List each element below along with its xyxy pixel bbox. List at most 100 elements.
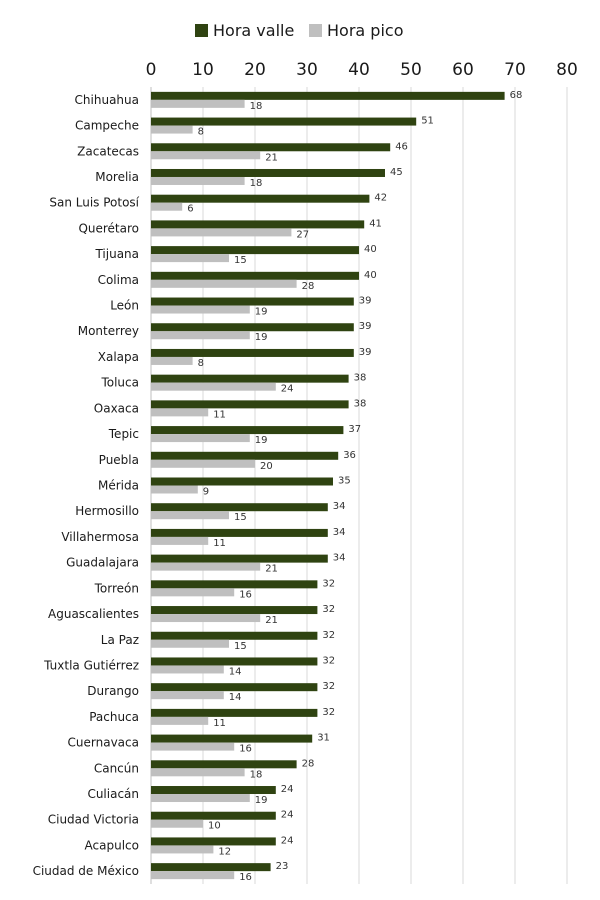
data-label-hora-pico: 19 bbox=[255, 435, 268, 446]
data-label-hora-pico: 28 bbox=[302, 281, 315, 292]
x-axis-ticks: 0 10 20 30 40 50 60 70 80 bbox=[146, 60, 578, 80]
bar-hora-valle bbox=[151, 708, 318, 717]
category-label: Ciudad Victoria bbox=[48, 813, 139, 827]
data-label-hora-pico: 18 bbox=[250, 101, 263, 112]
data-label-hora-pico: 14 bbox=[229, 692, 242, 703]
category-label: Puebla bbox=[99, 453, 139, 467]
category-label: Zacatecas bbox=[77, 144, 139, 158]
category-label: Chihuahua bbox=[75, 93, 139, 107]
category-label: Mérida bbox=[98, 479, 139, 493]
bar-hora-pico bbox=[151, 485, 198, 494]
category-label: Tepic bbox=[108, 427, 139, 441]
bar-hora-valle bbox=[151, 143, 391, 152]
bar-hora-valle bbox=[151, 426, 344, 435]
data-label-hora-valle: 38 bbox=[354, 398, 367, 409]
bar-hora-pico bbox=[151, 305, 250, 314]
bar-hora-valle bbox=[151, 503, 328, 512]
category-label: Colima bbox=[98, 273, 139, 287]
data-label-hora-pico: 16 bbox=[239, 872, 252, 883]
data-label-hora-valle: 32 bbox=[322, 630, 335, 641]
legend-swatch-hora-pico bbox=[309, 24, 322, 37]
data-label-hora-valle: 23 bbox=[276, 861, 289, 872]
bar-hora-valle bbox=[151, 786, 276, 795]
gridlines bbox=[150, 87, 568, 884]
bar-hora-pico bbox=[151, 202, 183, 211]
data-label-hora-valle: 34 bbox=[333, 501, 346, 512]
data-label-hora-valle: 45 bbox=[390, 167, 403, 178]
data-label-hora-valle: 35 bbox=[338, 476, 351, 487]
bar-hora-pico bbox=[151, 99, 245, 108]
category-label: Culiacán bbox=[87, 787, 139, 801]
bar-hora-pico bbox=[151, 511, 229, 520]
data-label-hora-valle: 32 bbox=[322, 604, 335, 615]
bar-hora-pico bbox=[151, 562, 261, 571]
bar-hora-pico bbox=[151, 716, 209, 725]
data-label-hora-pico: 15 bbox=[234, 255, 247, 266]
data-label-hora-pico: 19 bbox=[255, 795, 268, 806]
bar-hora-pico bbox=[151, 331, 250, 340]
y-axis-categories: Chihuahua Campeche Zacatecas Morelia San Lui… bbox=[33, 93, 140, 878]
bar-hora-pico bbox=[151, 768, 245, 777]
data-label-hora-valle: 32 bbox=[322, 707, 335, 718]
x-tick-label: 50 bbox=[400, 60, 422, 80]
data-label-hora-pico: 24 bbox=[281, 384, 294, 395]
data-label-hora-pico: 8 bbox=[198, 127, 204, 138]
category-label: Querétaro bbox=[78, 221, 139, 235]
data-label-hora-valle: 34 bbox=[333, 553, 346, 564]
bar-hora-pico bbox=[151, 151, 261, 160]
data-label-hora-valle: 51 bbox=[421, 116, 434, 127]
bar-hora-valle bbox=[151, 631, 318, 640]
bar-hora-pico bbox=[151, 691, 224, 700]
data-label-hora-valle: 42 bbox=[374, 193, 387, 204]
data-label-hora-pico: 21 bbox=[265, 152, 278, 163]
bar-hora-pico bbox=[151, 382, 276, 391]
bar-hora-pico bbox=[151, 871, 235, 880]
data-label-hora-pico: 19 bbox=[255, 307, 268, 318]
bar-hora-pico bbox=[151, 279, 297, 288]
data-label-hora-pico: 21 bbox=[265, 564, 278, 575]
bar-hora-valle bbox=[151, 91, 505, 100]
x-tick-label: 40 bbox=[348, 60, 370, 80]
data-label-hora-pico: 18 bbox=[250, 769, 263, 780]
data-label-hora-valle: 36 bbox=[343, 450, 356, 461]
bar-hora-pico bbox=[151, 176, 245, 185]
bar-hora-valle bbox=[151, 477, 333, 486]
data-label-hora-pico: 11 bbox=[213, 538, 226, 549]
data-label-hora-valle: 40 bbox=[364, 270, 377, 281]
x-tick-label: 20 bbox=[244, 60, 266, 80]
bar-hora-valle bbox=[151, 837, 276, 846]
category-label: Cuernavaca bbox=[68, 736, 139, 750]
category-label: Ciudad de México bbox=[33, 864, 139, 878]
x-tick-label: 10 bbox=[192, 60, 214, 80]
category-label: Toluca bbox=[100, 376, 139, 390]
bar-hora-valle bbox=[151, 760, 297, 769]
category-label: Campeche bbox=[75, 119, 139, 133]
data-label-hora-valle: 39 bbox=[359, 296, 372, 307]
data-label-hora-valle: 24 bbox=[281, 835, 294, 846]
bar-hora-valle bbox=[151, 580, 318, 589]
category-label: Durango bbox=[87, 684, 139, 698]
bar-hora-valle bbox=[151, 117, 417, 126]
bar-hora-valle bbox=[151, 246, 359, 255]
legend-label-hora-valle: Hora valle bbox=[213, 21, 294, 40]
data-label-hora-valle: 34 bbox=[333, 527, 346, 538]
category-label: Villahermosa bbox=[61, 530, 139, 544]
bar-hora-pico bbox=[151, 434, 250, 443]
x-tick-label: 60 bbox=[452, 60, 474, 80]
data-label-hora-valle: 68 bbox=[510, 90, 523, 101]
bar-hora-pico bbox=[151, 845, 214, 854]
x-tick-label: 30 bbox=[296, 60, 318, 80]
data-label-hora-pico: 9 bbox=[203, 487, 209, 498]
category-label: Morelia bbox=[95, 170, 139, 184]
category-label: Hermosillo bbox=[75, 504, 139, 518]
data-labels: 68 18 51 8 46 21 45 18 42 6 41 27 40 15 40 28 39 19 39 19 39… bbox=[187, 90, 522, 883]
bar-hora-pico bbox=[151, 639, 229, 648]
bar-hora-pico bbox=[151, 536, 209, 545]
bar-hora-valle bbox=[151, 657, 318, 666]
data-label-hora-valle: 40 bbox=[364, 244, 377, 255]
bar-hora-valle bbox=[151, 734, 313, 743]
category-label: Tijuana bbox=[94, 247, 139, 261]
category-label: Pachuca bbox=[89, 710, 139, 724]
bar-hora-pico bbox=[151, 356, 193, 365]
